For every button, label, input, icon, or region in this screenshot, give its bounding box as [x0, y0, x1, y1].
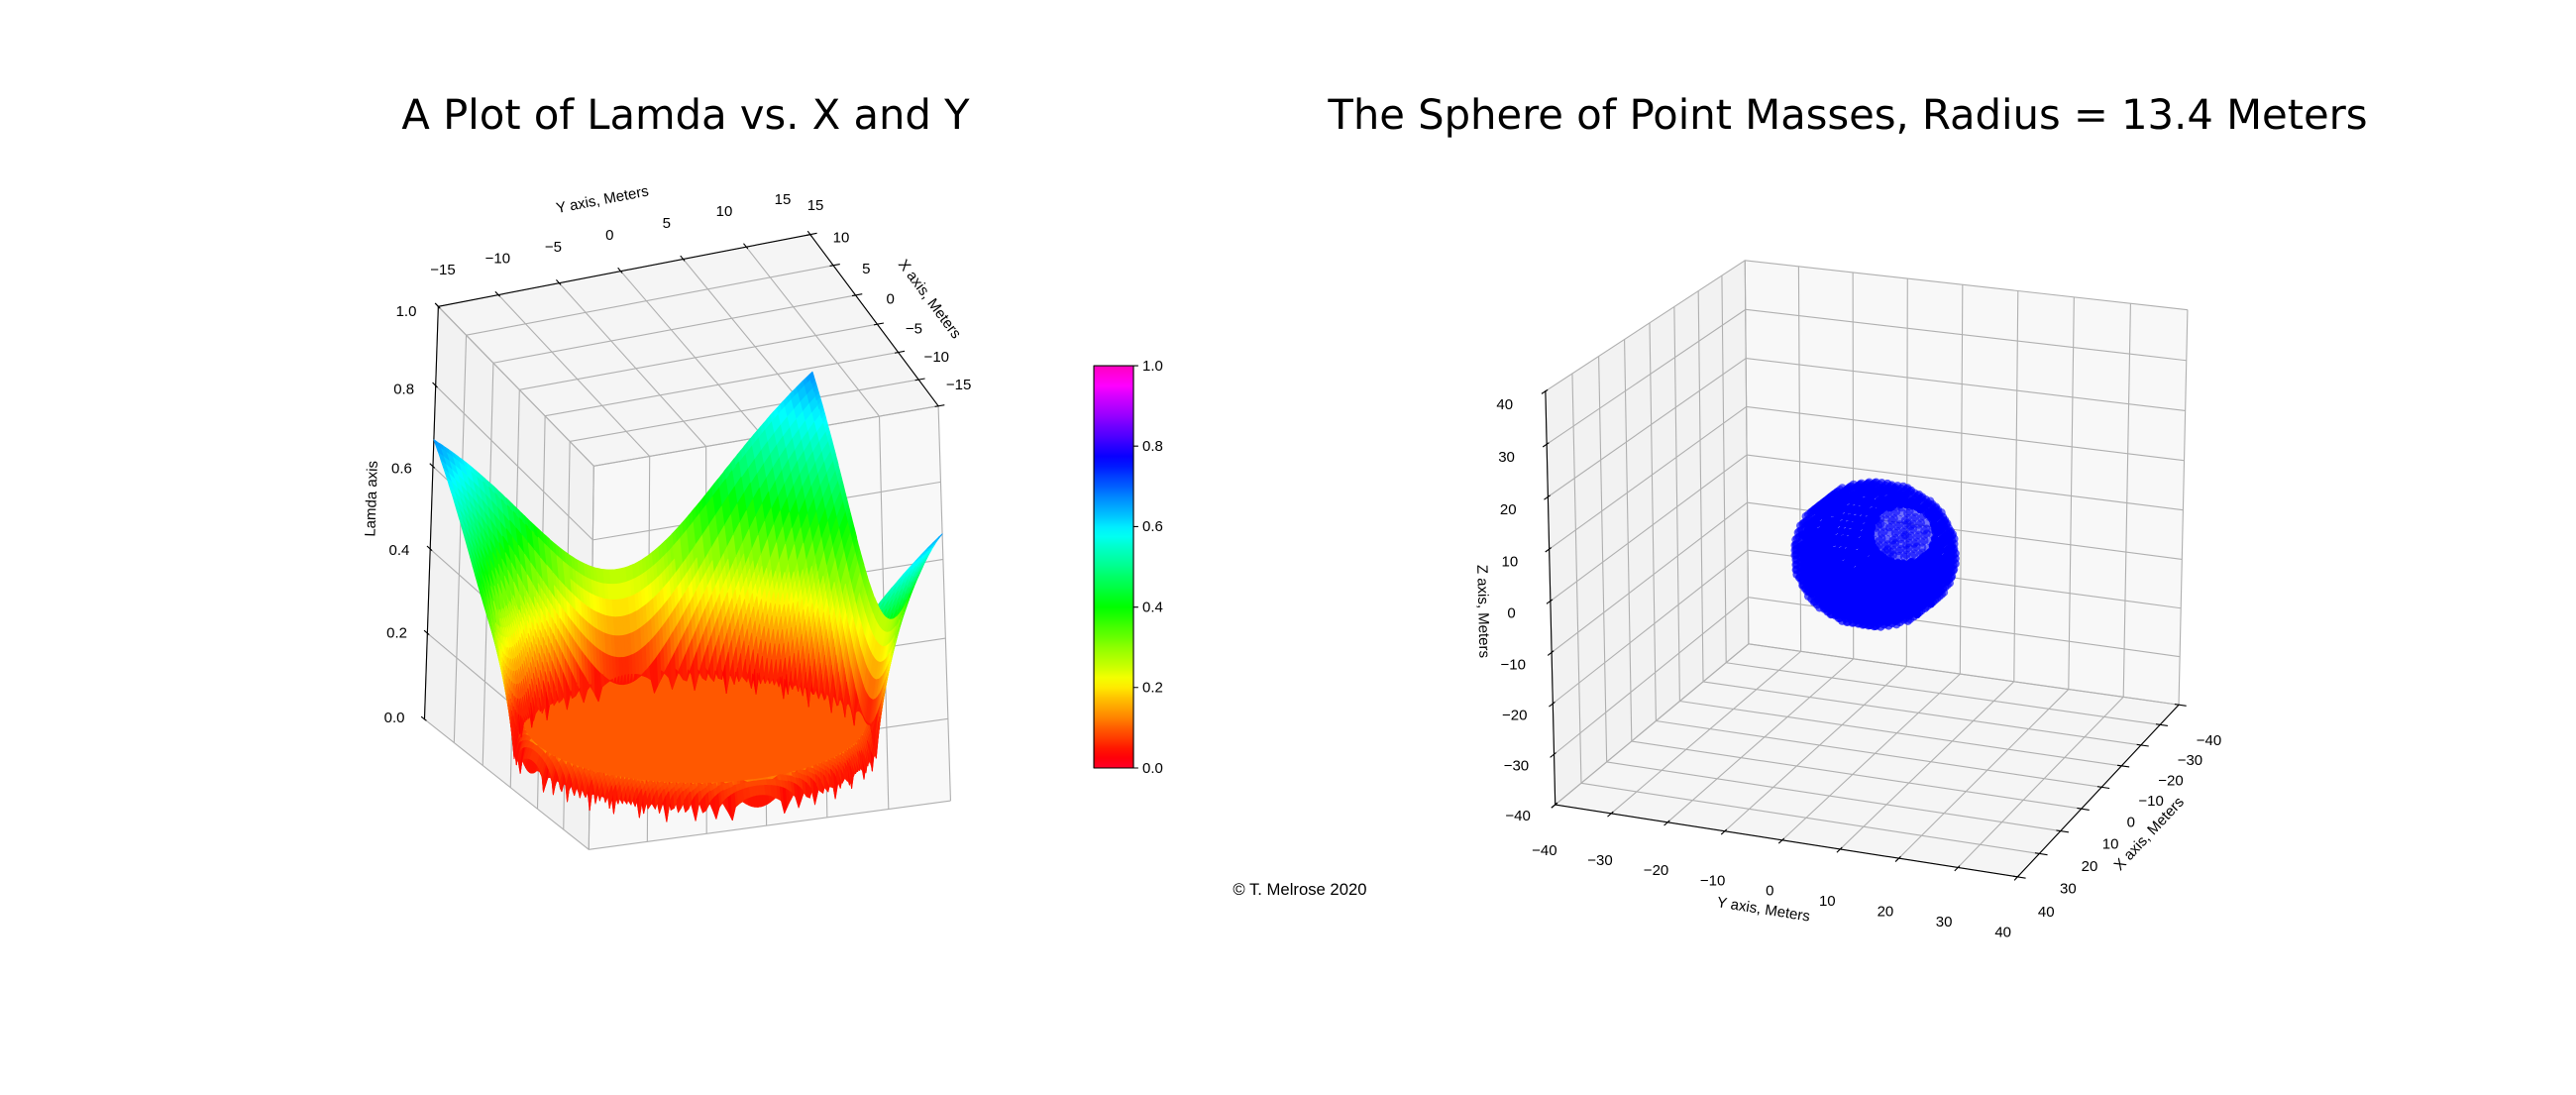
svg-text:20: 20 [1878, 903, 1894, 920]
svg-text:0.4: 0.4 [388, 542, 409, 559]
svg-text:0: 0 [605, 227, 613, 244]
svg-text:30: 30 [1936, 914, 1953, 931]
svg-text:−5: −5 [545, 239, 562, 256]
svg-text:−40: −40 [1505, 808, 1530, 824]
svg-text:0.4: 0.4 [1142, 599, 1163, 615]
svg-text:−40: −40 [2197, 732, 2221, 749]
svg-text:5: 5 [862, 261, 870, 277]
svg-text:−20: −20 [1502, 708, 1527, 724]
svg-text:0.2: 0.2 [386, 624, 407, 641]
svg-text:40: 40 [1994, 924, 2011, 940]
svg-text:−5: −5 [906, 320, 922, 337]
svg-text:15: 15 [807, 197, 824, 214]
svg-text:0.0: 0.0 [1142, 760, 1163, 777]
svg-text:20: 20 [1500, 501, 1517, 518]
svg-text:−10: −10 [485, 250, 510, 267]
svg-text:30: 30 [1498, 449, 1515, 466]
svg-text:1.0: 1.0 [1142, 358, 1163, 375]
svg-text:0.2: 0.2 [1142, 680, 1163, 697]
svg-text:−30: −30 [2178, 752, 2202, 769]
svg-text:0: 0 [1766, 883, 1773, 900]
svg-text:10: 10 [716, 203, 733, 220]
svg-text:1.0: 1.0 [396, 303, 417, 320]
svg-text:20: 20 [2082, 858, 2098, 875]
svg-text:10: 10 [833, 229, 850, 246]
svg-text:15: 15 [775, 191, 792, 208]
svg-text:40: 40 [2038, 904, 2055, 921]
svg-text:40: 40 [1496, 396, 1513, 413]
svg-text:30: 30 [2060, 881, 2077, 898]
svg-text:Z axis, Meters: Z axis, Meters [1473, 565, 1492, 659]
svg-text:−20: −20 [1644, 862, 1668, 879]
svg-text:−15: −15 [430, 262, 455, 278]
svg-text:5: 5 [663, 215, 671, 232]
svg-text:−10: −10 [1700, 872, 1725, 889]
svg-text:10: 10 [1819, 893, 1836, 910]
svg-text:0.0: 0.0 [384, 710, 405, 726]
svg-text:0.6: 0.6 [391, 461, 412, 478]
svg-text:© T. Melrose 2020: © T. Melrose 2020 [1233, 880, 1366, 899]
svg-text:−10: −10 [2138, 793, 2163, 810]
svg-text:10: 10 [1502, 554, 1519, 571]
svg-text:Lamda axis: Lamda axis [362, 461, 381, 537]
svg-text:−15: −15 [946, 377, 971, 393]
svg-text:10: 10 [2102, 835, 2119, 852]
svg-text:−40: −40 [1532, 842, 1556, 859]
svg-text:−10: −10 [1500, 656, 1525, 673]
svg-text:0.8: 0.8 [1142, 438, 1163, 455]
svg-text:−30: −30 [1504, 758, 1529, 775]
svg-text:−30: −30 [1587, 852, 1612, 869]
svg-text:−20: −20 [2158, 772, 2183, 789]
svg-text:0.8: 0.8 [393, 382, 414, 398]
svg-text:0.6: 0.6 [1142, 518, 1163, 535]
svg-text:0: 0 [1507, 605, 1515, 622]
svg-text:0: 0 [886, 291, 894, 308]
svg-text:0: 0 [2127, 815, 2135, 831]
svg-text:−10: −10 [924, 349, 949, 366]
